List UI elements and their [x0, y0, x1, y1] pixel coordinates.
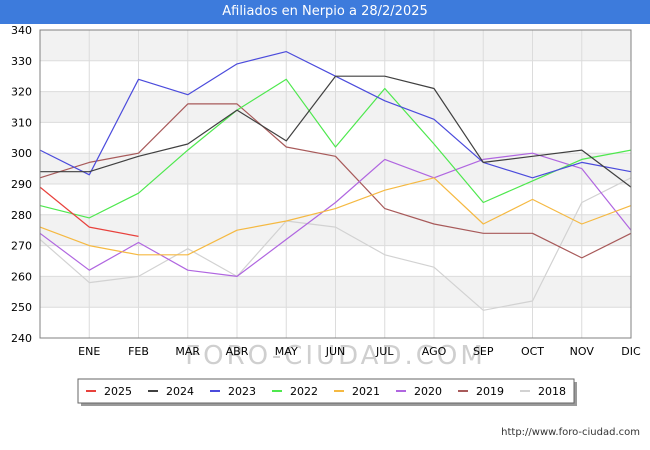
series-line-2025	[39, 186, 139, 237]
legend-label-2019: 2019	[476, 385, 504, 398]
series-line-2020	[39, 152, 632, 277]
series-line-2022	[39, 78, 632, 219]
plot-frame	[39, 29, 632, 339]
source-url[interactable]: http://www.foro-ciudad.com	[501, 427, 640, 438]
y-tick-label: 300	[11, 147, 32, 160]
x-tick-label: NOV	[570, 345, 595, 358]
legend-label-2022: 2022	[290, 385, 318, 398]
x-tick-label: MAY	[275, 345, 298, 358]
series-line-2024	[40, 75, 632, 188]
x-tick-label: JUN	[325, 345, 346, 358]
series-line-2018	[39, 177, 632, 311]
x-tick-label: FEB	[128, 345, 149, 358]
legend: 2025 2024 2023 2022 2021 2020 2019 2018	[77, 378, 577, 406]
y-tick-label: 260	[11, 270, 32, 283]
series-lines	[39, 50, 632, 311]
y-tick-label: 290	[11, 178, 32, 191]
y-tick-label: 250	[11, 301, 32, 314]
x-tick-label: DIC	[621, 345, 641, 358]
x-tick-label: ENE	[78, 345, 100, 358]
y-tick-label: 340	[11, 24, 32, 37]
series-line-2019	[39, 103, 632, 259]
x-tick-label: AGO	[422, 345, 447, 358]
y-tick-label: 270	[11, 240, 32, 253]
x-tick-label: OCT	[521, 345, 544, 358]
chart-title: Afiliados en Nerpio a 28/2/2025	[0, 0, 650, 24]
watermark: FORO-CIUDAD.COM	[185, 341, 486, 371]
legend-label-2018: 2018	[538, 385, 566, 398]
legend-label-2020: 2020	[414, 385, 442, 398]
x-tick-label: MAR	[175, 345, 200, 358]
y-tick-label: 240	[11, 332, 32, 345]
legend-label-2025: 2025	[104, 385, 132, 398]
y-tick-label: 310	[11, 116, 32, 129]
series-line-2021	[39, 177, 632, 256]
legend-label-2021: 2021	[352, 385, 380, 398]
y-tick-label: 320	[11, 86, 32, 99]
axes: 240 250 260 270 280 290 300 310 320 330 340 ENE FEB M…	[11, 24, 641, 358]
legend-label-2023: 2023	[228, 385, 256, 398]
y-tick-label: 280	[11, 209, 32, 222]
legend-box	[77, 378, 575, 404]
x-tick-label: SEP	[473, 345, 494, 358]
legend-label-2024: 2024	[166, 385, 194, 398]
x-tick-label: JUL	[375, 345, 394, 358]
y-tick-label: 330	[11, 55, 32, 68]
x-tick-label: ABR	[226, 345, 249, 358]
